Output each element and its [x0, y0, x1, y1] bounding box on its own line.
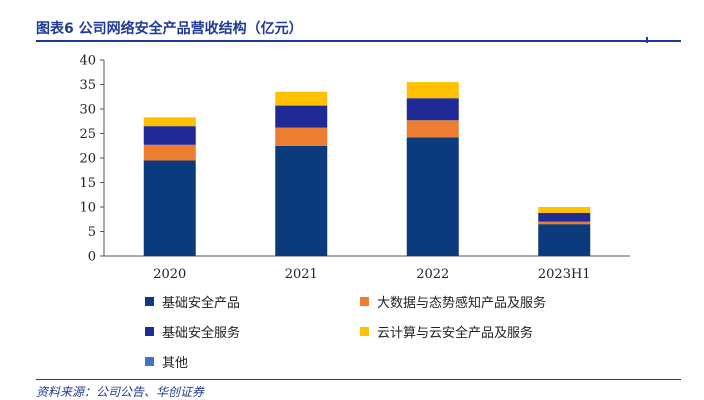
bar-segment [406, 82, 459, 99]
y-tick-label: 10 [79, 201, 96, 216]
legend-label: 基础安全服务 [162, 326, 241, 341]
bar-segment [538, 207, 591, 213]
bar-segment [538, 224, 591, 256]
y-tick-label: 25 [79, 127, 96, 142]
y-tick-label: 0 [88, 250, 96, 265]
x-tick-label: 2023H1 [538, 267, 591, 282]
bar-segment [406, 120, 459, 138]
legend-swatch [360, 297, 369, 306]
bar-segment [538, 212, 591, 222]
y-tick-label: 30 [79, 103, 96, 118]
bar-segment [275, 145, 328, 256]
legend-item: 云计算与云安全产品及服务 [360, 322, 533, 341]
x-tick-label: 2021 [285, 267, 318, 282]
legend-label: 基础安全产品 [162, 296, 241, 311]
y-tick-label: 5 [88, 225, 96, 240]
bar-segment [143, 126, 196, 145]
y-tick-label: 35 [79, 78, 96, 93]
legend-item: 基础安全服务 [145, 322, 240, 341]
legend-swatch [360, 327, 369, 336]
legend-swatch [145, 297, 154, 306]
bar-segment [406, 98, 459, 121]
legend-label: 大数据与态势感知产品及服务 [377, 296, 547, 311]
legend-swatch [145, 327, 154, 336]
legend-item: 基础安全产品 [145, 292, 240, 311]
bar-segment [143, 160, 196, 256]
legend-item: 大数据与态势感知产品及服务 [360, 292, 546, 311]
legend-item: 其他 [145, 352, 188, 371]
bar-segment [275, 105, 328, 128]
legend-label: 云计算与云安全产品及服务 [377, 326, 534, 341]
y-tick-label: 20 [79, 152, 96, 167]
x-tick-label: 2022 [416, 267, 449, 282]
x-tick-label: 2020 [153, 267, 186, 282]
chart-title: 图表6 公司网络安全产品营收结构（亿元） [36, 21, 303, 37]
legend-label: 其他 [162, 356, 189, 371]
legend-swatch [145, 357, 154, 366]
bar-segment [143, 144, 196, 161]
title-underline [36, 37, 681, 43]
bar-segment [275, 127, 328, 146]
bar-segment [275, 91, 328, 106]
bar-segment [538, 221, 591, 225]
bar-segment [143, 117, 196, 127]
y-tick-label: 40 [79, 54, 96, 69]
source-note: 资料来源：公司公告、华创证券 [36, 385, 205, 399]
y-tick-label: 15 [79, 176, 96, 191]
footer-rule [36, 379, 681, 380]
bar-segment [406, 137, 459, 256]
